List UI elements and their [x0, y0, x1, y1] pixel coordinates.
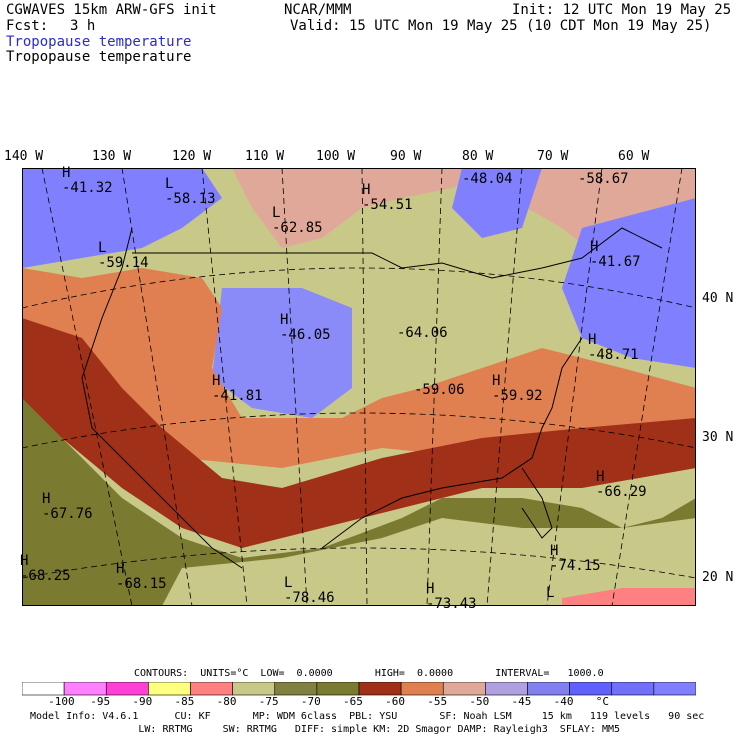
field-title-colored: Tropopause temperature [6, 34, 192, 50]
graticule [21, 167, 697, 607]
low-label: L -59.14 [98, 240, 149, 271]
lon-label: 60 W [618, 149, 650, 164]
field-band-north [22, 168, 696, 248]
colorbar-tick-label: -50 [469, 695, 490, 708]
low-label: L -78.46 [284, 575, 335, 606]
high-label: H -67.76 [42, 491, 93, 522]
low-label: L -58.13 [165, 176, 216, 207]
value-label: -59.06 [414, 382, 465, 398]
high-label: H -68.15 [116, 561, 167, 592]
map-canvas [21, 167, 697, 607]
value-label: -58.67 [578, 171, 629, 187]
model-info: Model Info: V4.6.1 CU: KF MP: WDM 6class… [30, 711, 705, 722]
field-red-band [22, 318, 696, 548]
coastlines [81, 227, 663, 569]
colorbar-tick-label: -75 [258, 695, 279, 708]
field-central-blue [212, 288, 352, 418]
lon-label: 80 W [462, 149, 494, 164]
lon-label: 90 W [390, 149, 422, 164]
colorbar-tick-label: -70 [300, 695, 321, 708]
colorbar-swatch [274, 681, 318, 696]
colorbar-tick-label: -80 [216, 695, 237, 708]
colorbar [21, 681, 697, 700]
colorbar-swatch [485, 681, 528, 696]
colorbar-tick-label: -65 [343, 695, 363, 708]
colorbar-swatch [63, 681, 107, 696]
colorbar-tick-label: -60 [385, 695, 405, 708]
field-tan-south [162, 518, 696, 606]
high-label: H -66.29 [596, 469, 647, 500]
high-label: H -46.05 [280, 312, 331, 343]
colorbar-tick-label: °C [595, 695, 609, 708]
lon-label: 110 W [245, 149, 285, 164]
colorbar-tick-label: -40 [553, 695, 574, 708]
model-title: CGWAVES 15km ARW-GFS init [6, 2, 217, 18]
init-time: Init: 12 UTC Mon 19 May 25 [512, 2, 732, 18]
physics-info: LW: RRTMG SW: RRTMG DIFF: simple KM: 2D … [30, 724, 621, 735]
low-label: L -62.85 [272, 205, 323, 236]
field-north-blue [452, 168, 542, 238]
value-label: -64.06 [397, 325, 448, 341]
lat-label: 20 N [702, 570, 734, 585]
lon-label: 130 W [92, 149, 132, 164]
colorbar-swatch [232, 681, 276, 696]
field-nw-blue [22, 168, 222, 268]
high-label: H -41.32 [62, 165, 113, 196]
colorbar-tick-label: -45 [511, 695, 532, 708]
field-ne-blue [562, 198, 696, 368]
high-label: H -68.25 [20, 553, 71, 584]
colorbar-swatch [21, 681, 65, 696]
org-label: NCAR/MMM [284, 2, 352, 18]
lat-label: 30 N [702, 430, 734, 445]
colorbar-tick-label: -95 [90, 695, 111, 708]
tropopause-temperature-map: H -41.32 L -58.13 L -62.85 H -54.51 -48.04 -… [20, 165, 697, 612]
colorbar-swatch [400, 681, 444, 696]
high-label: H -73.43 [426, 581, 477, 612]
colorbar-swatch [653, 681, 697, 696]
colorbar-swatches [21, 681, 697, 696]
colorbar-swatch [442, 681, 486, 696]
valid-time: Valid: 15 UTC Mon 19 May 25 (10 CDT Mon … [290, 18, 712, 34]
colorbar-swatch [190, 681, 233, 696]
high-label: H -54.51 [362, 182, 413, 213]
colorbar-tick-label: -55 [427, 695, 448, 708]
high-label: H -59.92 [492, 373, 543, 404]
colorbar-swatch [105, 681, 149, 696]
lat-label: 40 N [702, 291, 734, 306]
map-frame [22, 168, 696, 606]
colorbar-swatch [527, 681, 570, 696]
colorbar-swatch [569, 681, 613, 696]
field-orange-band [22, 268, 696, 468]
value-label: -48.04 [462, 171, 513, 187]
lon-label: 120 W [172, 149, 212, 164]
colorbar-tick-label: -85 [174, 695, 195, 708]
fcst-label: Fcst: [6, 18, 49, 34]
colorbar-tick-label: -100 [48, 695, 75, 708]
lon-label: 70 W [537, 149, 569, 164]
colorbar-swatch [358, 681, 402, 696]
colorbar-swatch [316, 681, 360, 696]
low-label: L [546, 585, 555, 601]
colorbar-swatch [611, 681, 655, 696]
colorbar-tick-label: -90 [132, 695, 153, 708]
high-label: H -74.15 [550, 543, 601, 574]
high-label: H -48.71 [588, 332, 639, 363]
field-pink-se [562, 588, 696, 606]
high-label: H -41.81 [212, 373, 263, 404]
high-label: H -41.67 [590, 239, 641, 270]
contours-info: CONTOURS: UNITS=°C LOW= 0.0000 HIGH= 0.0… [134, 668, 604, 679]
fcst-value: 3 h [70, 18, 96, 34]
lon-label: 140 W [4, 149, 44, 164]
colorbar-swatch [148, 681, 191, 696]
lon-label: 100 W [316, 149, 356, 164]
field-title: Tropopause temperature [6, 49, 192, 65]
